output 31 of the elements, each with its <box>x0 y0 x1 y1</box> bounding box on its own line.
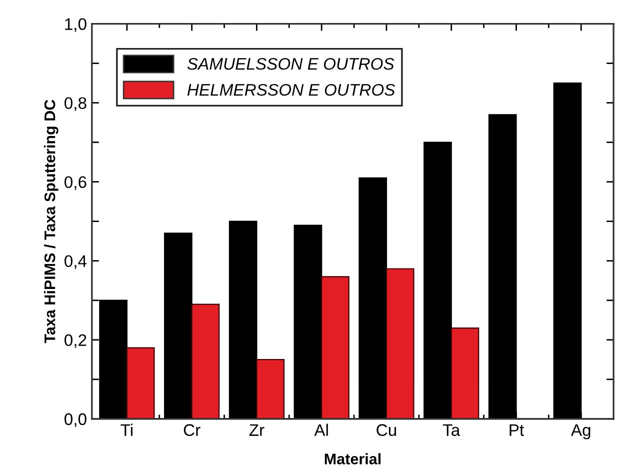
y-tick-label: 1,0 <box>65 18 86 32</box>
x-tick-label: Ti <box>120 424 132 436</box>
x-tick-label: Cr <box>184 424 200 436</box>
bar <box>294 224 322 419</box>
bar <box>321 276 350 419</box>
bar <box>358 177 388 419</box>
bar <box>553 82 582 419</box>
x-tick-label: Zr <box>249 424 264 436</box>
bar <box>488 114 517 419</box>
bar <box>256 359 285 419</box>
bar <box>228 220 258 419</box>
x-tick-label: Ta <box>442 424 460 436</box>
x-axis-title: Material <box>324 453 381 464</box>
x-tick-label: Cu <box>376 424 396 436</box>
bar <box>191 304 220 419</box>
x-tick-label: Pt <box>510 424 524 436</box>
bar <box>386 268 414 419</box>
bar <box>164 232 192 419</box>
legend-label: SAMUELSSON E OUTROS <box>187 58 394 70</box>
y-tick-label: 0,0 <box>64 413 86 428</box>
y-tick-label: 0,2 <box>64 334 86 348</box>
x-tick-label: Al <box>314 424 328 436</box>
bar <box>126 347 155 419</box>
x-tick-label: Ag <box>570 424 590 440</box>
y-tick-label: 0,6 <box>64 176 86 190</box>
y-tick-label: 0,8 <box>64 97 86 111</box>
y-tick-label: 0,4 <box>64 255 87 270</box>
bar <box>424 142 452 419</box>
bar <box>450 327 480 419</box>
y-axis-title: Taxa HiPIMS / Taxa Sputtering DC <box>44 100 58 344</box>
legend-label: HELMERSSON E OUTROS <box>187 84 396 96</box>
